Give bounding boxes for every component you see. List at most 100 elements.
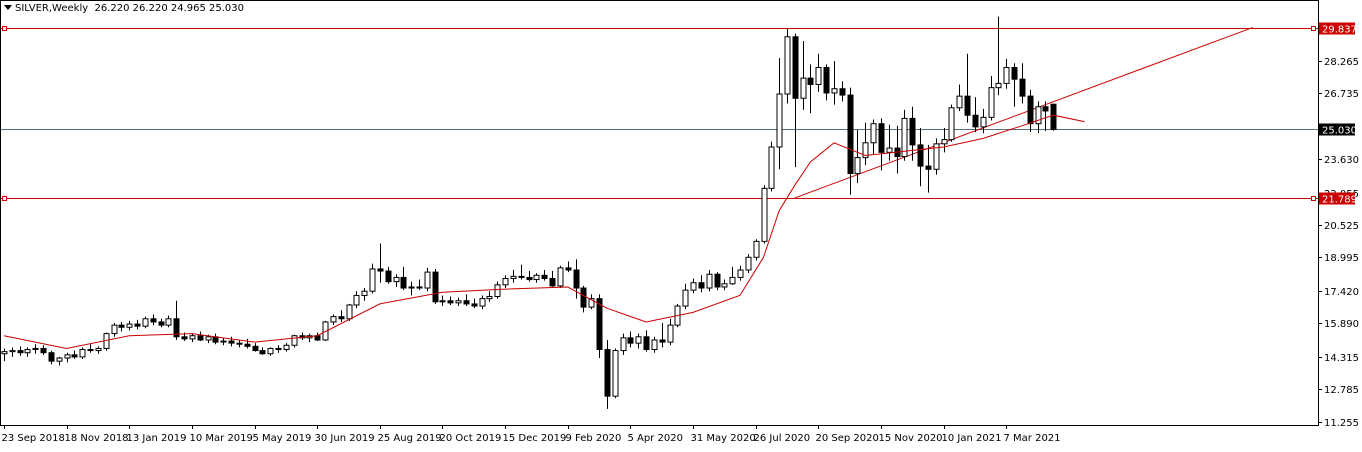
- candle-94: [737, 265, 744, 281]
- candle-96: [753, 239, 760, 261]
- candle-97: [761, 185, 768, 244]
- candle-123: [964, 53, 971, 123]
- candle-body: [1019, 78, 1026, 97]
- candles: [1, 16, 1057, 409]
- price-label-text: 21.789: [1322, 195, 1357, 206]
- candle-body: [212, 336, 219, 343]
- candle-74: [580, 285, 587, 313]
- candle-body: [847, 94, 854, 175]
- moving-average-layer: [3, 114, 1085, 350]
- candle-body: [627, 337, 634, 344]
- candle-body: [596, 298, 603, 351]
- candle-67: [526, 271, 533, 282]
- price-label-bg: [1319, 22, 1355, 35]
- candle-3: [24, 347, 31, 357]
- candle-body: [714, 273, 721, 288]
- candle-body: [1035, 106, 1042, 125]
- y-tick-label-8: 14.315: [1324, 353, 1359, 364]
- candle-90: [706, 270, 713, 292]
- candle-body: [823, 67, 830, 94]
- price-label-bg: [1319, 123, 1355, 136]
- candle-104: [815, 53, 822, 92]
- candle-body: [353, 294, 360, 306]
- candle-body: [604, 349, 611, 397]
- x-tick-label-3: 10 Mar 2019: [190, 433, 253, 444]
- candle-88: [690, 278, 697, 294]
- symbol-menu-arrow-icon[interactable]: [4, 5, 12, 10]
- y-tick-label-0: 28.265: [1324, 57, 1359, 68]
- candle-17: [134, 319, 141, 330]
- candle-133: [1042, 101, 1049, 132]
- candle-body: [330, 316, 337, 323]
- candle-body: [941, 139, 948, 145]
- candle-25: [197, 331, 204, 342]
- candle-body: [95, 347, 102, 352]
- candle-body: [134, 323, 141, 327]
- candle-106: [831, 61, 838, 105]
- candle-85: [667, 318, 674, 346]
- candle-7: [56, 356, 63, 366]
- candle-body: [854, 157, 861, 175]
- candle-105: [823, 64, 830, 101]
- candle-4: [32, 344, 39, 354]
- candle-body: [158, 321, 165, 326]
- candle-77: [604, 339, 611, 409]
- candle-body: [1050, 103, 1057, 130]
- candle-134: [1050, 103, 1057, 131]
- candle-80: [627, 331, 634, 348]
- candle-9: [71, 350, 78, 360]
- candle-body: [964, 95, 971, 116]
- x-tick-label-11: 31 May 2020: [691, 433, 756, 444]
- candle-body: [776, 93, 783, 148]
- candle-body: [1, 351, 8, 355]
- candle-110: [862, 122, 869, 166]
- candle-68: [533, 273, 540, 283]
- plot-frame: [0, 0, 1319, 426]
- candle-93: [729, 266, 736, 285]
- candle-body: [165, 318, 172, 326]
- candle-43: [338, 310, 345, 322]
- candle-53: [416, 279, 423, 291]
- symbol-label: SILVER,Weekly: [15, 3, 89, 14]
- candle-body: [385, 270, 392, 283]
- candle-body: [236, 342, 243, 345]
- candle-111: [870, 119, 877, 155]
- candle-40: [314, 332, 321, 342]
- candle-109: [854, 130, 861, 184]
- candle-37: [291, 334, 298, 348]
- candle-body: [643, 336, 650, 351]
- candle-15: [118, 321, 125, 332]
- candle-11: [87, 344, 94, 353]
- y-tick-label-1: 26.735: [1324, 89, 1359, 100]
- candle-body: [831, 88, 838, 94]
- candle-body: [259, 350, 266, 355]
- candle-body: [800, 77, 807, 99]
- candle-102: [800, 41, 807, 110]
- candle-body: [557, 267, 564, 287]
- candle-body: [1027, 95, 1034, 125]
- x-tick-label-0: 23 Sep 2018: [2, 433, 65, 444]
- y-tick-label-10: 11.255: [1324, 418, 1359, 429]
- candle-body: [64, 354, 71, 359]
- candle-116: [909, 106, 916, 161]
- candle-body: [220, 340, 227, 343]
- candle-body: [447, 300, 454, 304]
- candle-31: [244, 338, 251, 349]
- candle-body: [541, 274, 548, 279]
- candle-61: [479, 295, 486, 310]
- candle-body: [988, 87, 995, 118]
- candle-8: [64, 352, 71, 363]
- candle-body: [369, 268, 376, 292]
- price-label-text: 29.837: [1322, 25, 1357, 36]
- candle-body: [549, 277, 556, 287]
- candle-45: [353, 291, 360, 309]
- candle-59: [463, 294, 470, 307]
- candle-65: [510, 270, 517, 283]
- hline-anchor-right-0: [1311, 26, 1316, 31]
- candle-body: [729, 276, 736, 285]
- candle-47: [369, 263, 376, 294]
- candle-body: [173, 318, 180, 338]
- candle-body: [252, 345, 259, 352]
- moving-average-line: [3, 114, 1085, 350]
- candle-body: [502, 277, 509, 286]
